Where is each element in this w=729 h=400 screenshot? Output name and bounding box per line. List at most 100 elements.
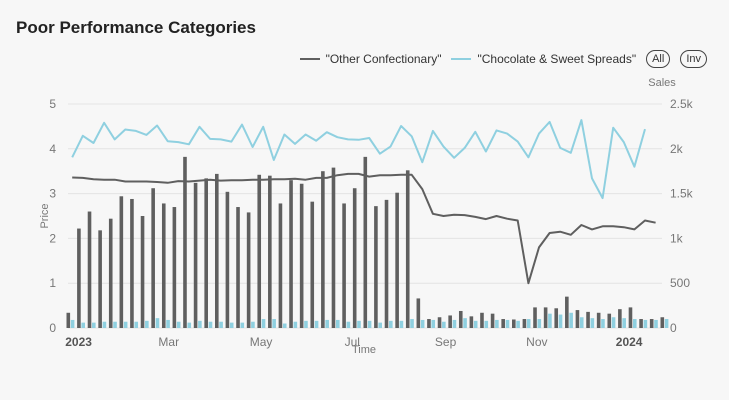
x-tick-label: Sep bbox=[435, 335, 457, 349]
bar-other-confectionary bbox=[193, 182, 198, 328]
bar-chocolate-spreads bbox=[548, 313, 552, 328]
y-left-tick-label: 4 bbox=[49, 142, 56, 156]
bar-other-confectionary bbox=[501, 319, 505, 328]
bar-other-confectionary bbox=[405, 170, 410, 328]
bar-other-confectionary bbox=[98, 230, 102, 328]
bar-chocolate-spreads bbox=[102, 321, 107, 328]
bar-chocolate-spreads bbox=[473, 320, 478, 328]
bar-chocolate-spreads bbox=[367, 320, 372, 328]
y-right-tick-label: 1.5k bbox=[670, 187, 694, 201]
bar-other-confectionary bbox=[586, 311, 590, 328]
bar-other-confectionary bbox=[395, 192, 399, 328]
bar-chocolate-spreads bbox=[346, 321, 351, 328]
legend-label-choc: "Chocolate & Sweet Spreads" bbox=[477, 52, 637, 66]
bar-chocolate-spreads bbox=[579, 317, 584, 328]
y-right-tick-label: 2.5k bbox=[670, 97, 694, 111]
bar-other-confectionary bbox=[310, 201, 315, 328]
bar-other-confectionary bbox=[363, 156, 368, 328]
y-left-tick-label: 2 bbox=[49, 231, 56, 245]
bar-chocolate-spreads bbox=[176, 321, 181, 328]
bar-other-confectionary bbox=[215, 173, 219, 328]
bar-other-confectionary bbox=[384, 199, 389, 328]
bar-chocolate-spreads bbox=[654, 319, 658, 328]
bar-chocolate-spreads bbox=[314, 320, 319, 328]
y-right-tick-label: 0 bbox=[670, 321, 677, 335]
bar-chocolate-spreads bbox=[208, 321, 213, 328]
bar-chocolate-spreads bbox=[187, 322, 192, 328]
bar-chocolate-spreads bbox=[229, 322, 234, 328]
bar-other-confectionary bbox=[437, 317, 442, 328]
bar-chocolate-spreads bbox=[113, 321, 117, 328]
legend-swatch-other bbox=[299, 58, 320, 60]
bar-other-confectionary bbox=[512, 319, 516, 328]
bar-other-confectionary bbox=[172, 207, 177, 328]
bar-other-confectionary bbox=[607, 313, 612, 328]
bar-chocolate-spreads bbox=[389, 320, 393, 328]
legend-item-other-confectionary[interactable]: "Other Confectionary" bbox=[299, 52, 442, 66]
bar-chocolate-spreads bbox=[431, 319, 436, 328]
legend-label-other: "Other Confectionary" bbox=[325, 52, 442, 66]
bar-other-confectionary bbox=[66, 312, 71, 328]
bar-other-confectionary bbox=[649, 319, 654, 328]
bar-other-confectionary bbox=[225, 191, 230, 328]
bar-other-confectionary bbox=[596, 312, 601, 328]
line-other-confectionary bbox=[72, 172, 656, 285]
bar-chocolate-spreads bbox=[304, 320, 308, 328]
bar-chocolate-spreads bbox=[484, 320, 489, 328]
bar-other-confectionary bbox=[543, 307, 548, 328]
bar-other-confectionary bbox=[427, 319, 431, 328]
bar-other-confectionary bbox=[299, 183, 304, 328]
y-right-tick-label: 500 bbox=[670, 276, 690, 290]
bar-chocolate-spreads bbox=[526, 319, 531, 328]
bar-chocolate-spreads bbox=[505, 319, 510, 328]
bar-other-confectionary bbox=[108, 218, 113, 328]
bar-chocolate-spreads bbox=[92, 322, 96, 328]
bar-chocolate-spreads bbox=[611, 317, 616, 328]
bar-chocolate-spreads bbox=[251, 321, 255, 328]
y-right-tick-label: 2k bbox=[670, 142, 684, 156]
x-axis-label: Time bbox=[352, 344, 376, 356]
bar-other-confectionary bbox=[289, 180, 293, 328]
bar-other-confectionary bbox=[87, 211, 92, 328]
bar-chocolate-spreads bbox=[569, 312, 573, 328]
bar-other-confectionary bbox=[565, 296, 569, 328]
bar-chocolate-spreads bbox=[166, 319, 170, 328]
bar-other-confectionary bbox=[618, 309, 622, 328]
bar-other-confectionary bbox=[575, 310, 580, 328]
bar-chocolate-spreads bbox=[442, 321, 446, 328]
bar-chocolate-spreads bbox=[399, 320, 404, 328]
bar-chocolate-spreads bbox=[601, 319, 605, 328]
bar-chocolate-spreads bbox=[622, 318, 626, 328]
bar-other-confectionary bbox=[151, 188, 155, 328]
bar-chocolate-spreads bbox=[378, 322, 383, 328]
bar-other-confectionary bbox=[321, 171, 325, 328]
all-button[interactable]: All bbox=[646, 50, 671, 68]
legend-item-chocolate-spreads[interactable]: "Chocolate & Sweet Spreads" bbox=[451, 52, 636, 66]
bar-chocolate-spreads bbox=[537, 319, 542, 328]
bar-chocolate-spreads bbox=[410, 319, 414, 328]
y-left-tick-label: 3 bbox=[49, 187, 56, 201]
bar-chocolate-spreads bbox=[357, 320, 361, 328]
line-chocolate-spreads bbox=[71, 119, 646, 200]
inv-button[interactable]: Inv bbox=[680, 50, 707, 68]
bar-other-confectionary bbox=[161, 203, 166, 328]
x-tick-label: Jul bbox=[345, 335, 360, 349]
bar-other-confectionary bbox=[639, 319, 643, 328]
bar-chocolate-spreads bbox=[420, 319, 425, 328]
bar-chocolate-spreads bbox=[452, 319, 457, 328]
bar-other-confectionary bbox=[533, 307, 537, 328]
bar-other-confectionary bbox=[140, 216, 145, 328]
legend-swatch-choc bbox=[451, 58, 472, 60]
x-tick-label: May bbox=[250, 335, 273, 349]
bar-other-confectionary bbox=[522, 319, 527, 328]
bar-other-confectionary bbox=[236, 207, 240, 328]
bar-chocolate-spreads bbox=[219, 321, 223, 328]
bar-other-confectionary bbox=[77, 228, 81, 328]
x-tick-label: Mar bbox=[158, 335, 179, 349]
bar-chocolate-spreads bbox=[261, 319, 266, 328]
y-left-tick-label: 1 bbox=[49, 276, 56, 290]
bar-other-confectionary bbox=[480, 312, 484, 328]
bar-chocolate-spreads bbox=[335, 319, 340, 328]
bar-chocolate-spreads bbox=[293, 321, 298, 328]
